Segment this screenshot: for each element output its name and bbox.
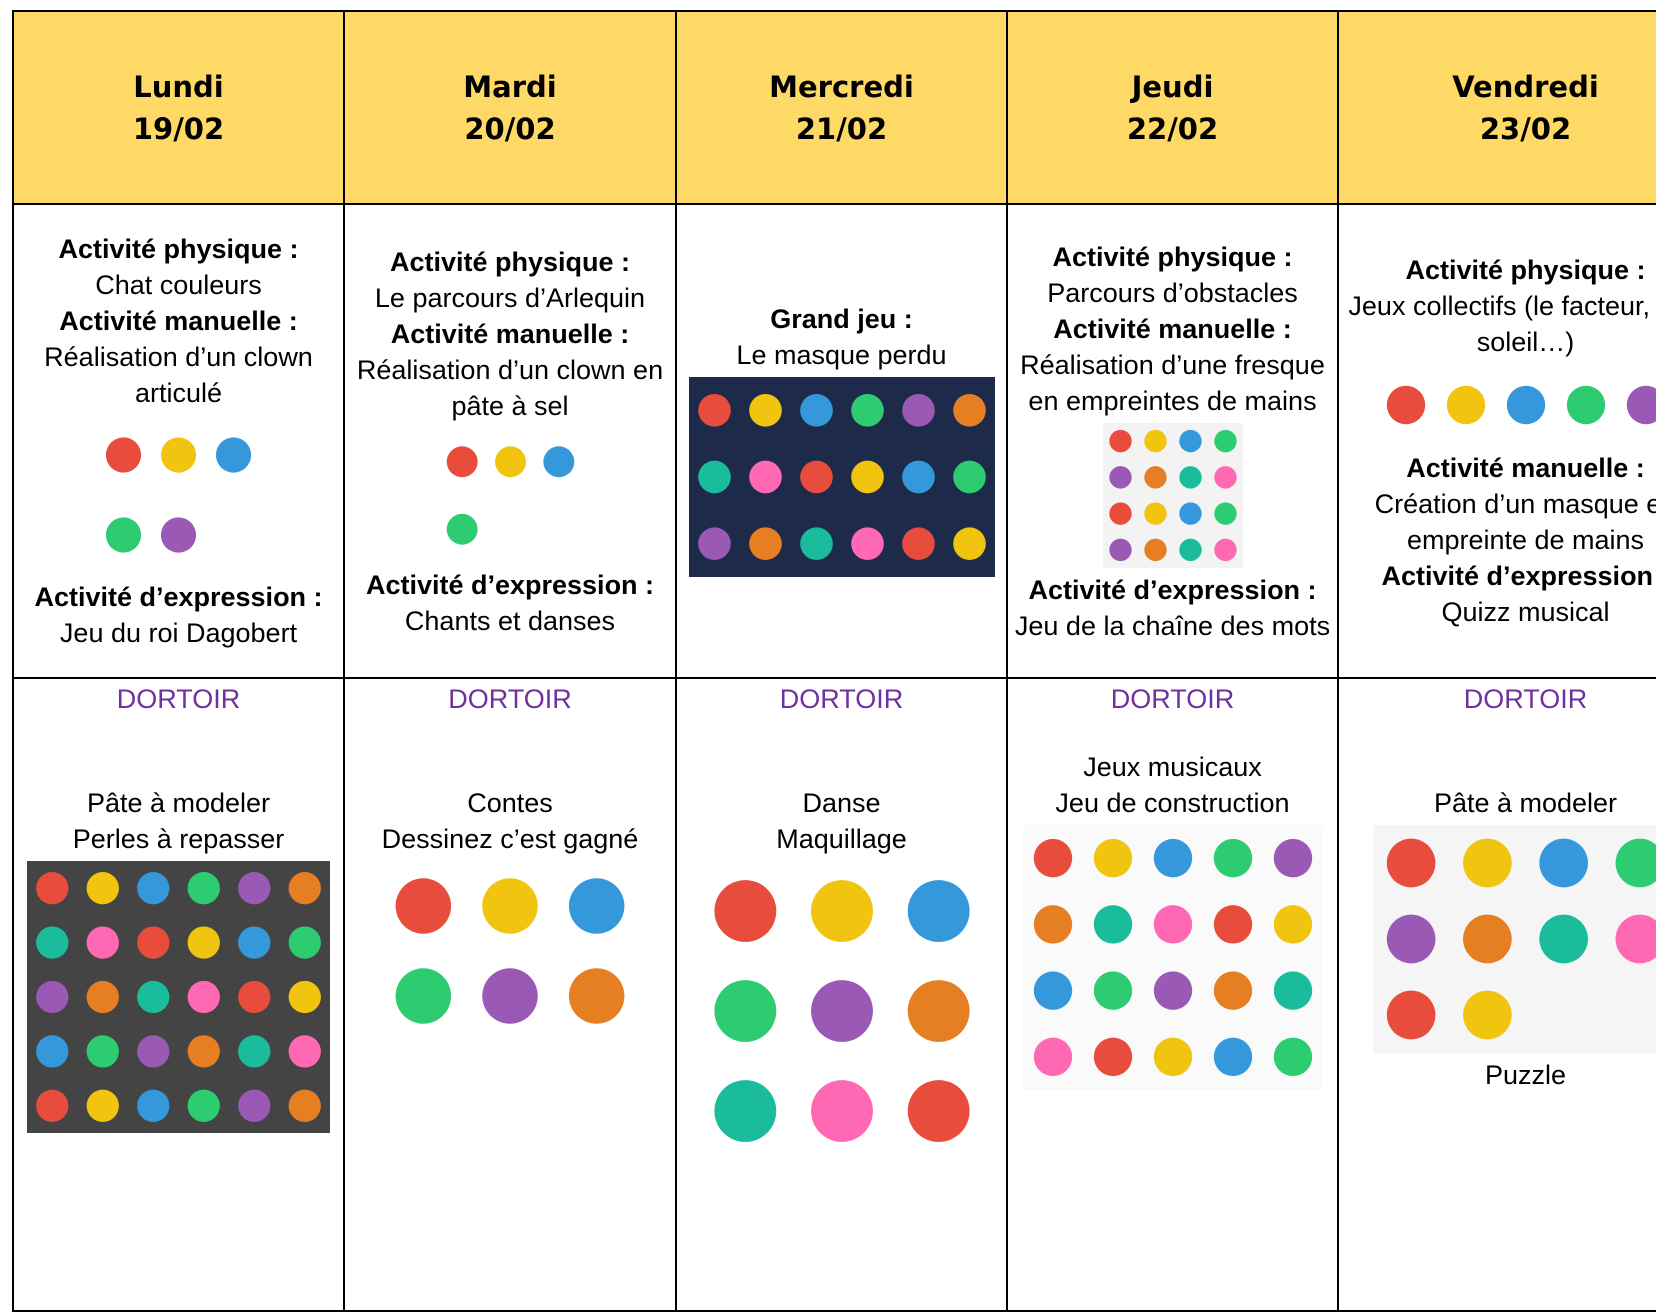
activity-text: Dessinez c’est gagné [382, 821, 639, 857]
activity-label: Activité manuelle : [1406, 450, 1645, 486]
activity-text: Chants et danses [405, 603, 615, 639]
activity-text: Perles à repasser [73, 821, 285, 857]
dortoir-label: DORTOIR [780, 681, 904, 717]
day-name: Jeudi [1132, 66, 1214, 108]
activity-text: Maquillage [776, 821, 907, 857]
activity-text: Chat couleurs [95, 267, 262, 303]
activity-text: Quizz musical [1441, 594, 1609, 630]
illustration [96, 415, 261, 575]
dortoir-label: DORTOIR [448, 681, 572, 717]
illustration [438, 428, 583, 563]
activity-text: Jeux musicaux [1083, 749, 1262, 785]
activity-label: Activité d’expression : [34, 579, 322, 615]
day-name: Vendredi [1452, 66, 1599, 108]
activity-label: Activité manuelle : [59, 303, 298, 339]
illustration [1023, 825, 1323, 1090]
activity-label: Activité d’expression : [1028, 572, 1316, 608]
illustration [697, 861, 987, 1161]
activity-label: Activité physique : [1052, 239, 1292, 275]
activity-text: Jeu de construction [1055, 785, 1289, 821]
day-date: 19/02 [133, 108, 224, 150]
activity-text: Danse [802, 785, 880, 821]
day-date: 20/02 [464, 108, 555, 150]
activity-text: Parcours d’obstacles [1047, 275, 1298, 311]
activity-text: Le parcours d’Arlequin [375, 280, 645, 316]
day-date: 21/02 [796, 108, 887, 150]
illustration [689, 377, 995, 577]
illustration [1103, 423, 1243, 568]
activity-text: Jeu du roi Dagobert [60, 615, 297, 651]
activity-label: Activité physique : [58, 231, 298, 267]
activity-label: Activité physique : [1405, 252, 1645, 288]
day-name: Lundi [133, 66, 223, 108]
day-date: 23/02 [1480, 108, 1571, 150]
morning-cell: Activité physique :Jeux collectifs (le f… [1339, 205, 1656, 679]
dortoir-label: DORTOIR [1464, 681, 1588, 717]
activity-label: Activité d’expression : [1381, 558, 1656, 594]
day-date: 22/02 [1127, 108, 1218, 150]
illustration [380, 861, 640, 1041]
activity-label: Grand jeu : [770, 301, 913, 337]
activity-text: Création d’un masque en empreinte de mai… [1345, 486, 1656, 558]
activity-text: Jeux collectifs (le facteur, 123 soleil…… [1345, 288, 1656, 360]
activity-text: Pâte à modeler [1434, 785, 1617, 821]
afternoon-cell: DORTOIR Pâte à modeler Puzzle [1339, 679, 1656, 1312]
dortoir-label: DORTOIR [117, 681, 241, 717]
morning-cell: Activité physique :Le parcours d’Arlequi… [345, 205, 677, 679]
activity-text: Réalisation d’un clown articulé [20, 339, 337, 411]
illustration [1376, 364, 1656, 446]
activity-label: Activité manuelle : [1053, 311, 1292, 347]
activity-label: Activité d’expression : [366, 567, 654, 603]
morning-cell: Grand jeu :Le masque perdu [677, 205, 1008, 679]
activity-label: Activité manuelle : [391, 316, 630, 352]
activity-label: Activité physique : [390, 244, 630, 280]
dortoir-label: DORTOIR [1111, 681, 1235, 717]
activity-text: Contes [467, 785, 553, 821]
activity-text: Puzzle [1485, 1057, 1566, 1093]
day-name: Mercredi [769, 66, 914, 108]
illustration [27, 861, 330, 1133]
day-name: Mardi [463, 66, 556, 108]
illustration [1373, 825, 1656, 1053]
activity-text: Jeu de la chaîne des mots [1015, 608, 1330, 644]
activity-text: Réalisation d’un clown en pâte à sel [351, 352, 669, 424]
activity-text: Le masque perdu [736, 337, 946, 373]
activity-text: Pâte à modeler [87, 785, 270, 821]
activity-text: Réalisation d’une fresque en empreintes … [1014, 347, 1331, 419]
